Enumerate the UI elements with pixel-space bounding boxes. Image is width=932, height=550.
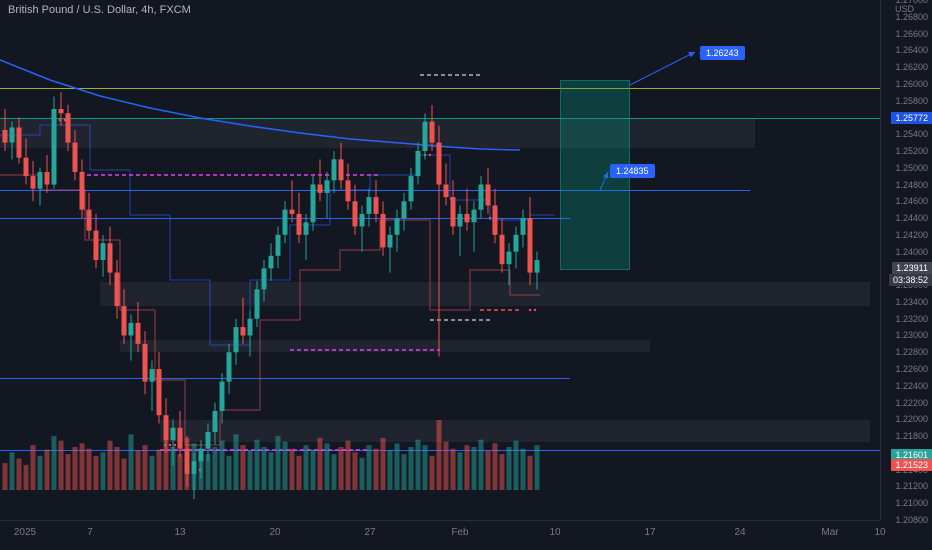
price-axis-label: 1.26800	[895, 12, 928, 22]
price-tag: 1.23911	[892, 262, 932, 274]
price-axis-label: 1.23400	[895, 297, 928, 307]
price-axis-label: 1.26600	[895, 29, 928, 39]
price-axis-label: 1.23200	[895, 314, 928, 324]
price-axis-label: 1.21800	[895, 431, 928, 441]
price-axis-label: 1.25400	[895, 129, 928, 139]
price-axis-label: 1.24200	[895, 230, 928, 240]
time-axis: 20257132027Feb101724Mar10	[0, 520, 880, 550]
price-axis-label: 1.22000	[895, 414, 928, 424]
price-tag: 1.21523	[891, 459, 932, 471]
chart-container[interactable]: British Pound / U.S. Dollar, 4h, FXCM 1.…	[0, 0, 932, 550]
price-tag: 03:38:52	[889, 274, 932, 286]
time-axis-label: Feb	[451, 527, 468, 538]
time-axis-label: 10	[874, 527, 885, 538]
price-axis-label: 1.22800	[895, 347, 928, 357]
price-callout: 1.26243	[700, 46, 745, 60]
price-tag: 1.25772	[891, 112, 932, 124]
plot-area[interactable]: 1.26243 1.24835	[0, 0, 880, 520]
price-axis: USD 1.270001.268001.266001.264001.262001…	[880, 0, 932, 520]
price-axis-label: 1.24600	[895, 196, 928, 206]
price-axis-label: 1.23000	[895, 330, 928, 340]
time-axis-label: 10	[549, 527, 560, 538]
time-axis-label: 7	[87, 527, 93, 538]
time-axis-label: Mar	[821, 527, 838, 538]
time-axis-label: 24	[734, 527, 745, 538]
price-axis-label: 1.22600	[895, 364, 928, 374]
time-axis-label: 17	[644, 527, 655, 538]
price-axis-label: 1.24800	[895, 180, 928, 190]
price-axis-label: 1.22200	[895, 398, 928, 408]
price-axis-label: 1.25200	[895, 146, 928, 156]
price-axis-label: 1.20800	[895, 515, 928, 525]
time-axis-label: 27	[364, 527, 375, 538]
price-axis-label: 1.27000	[895, 0, 928, 5]
price-callout: 1.24835	[610, 164, 655, 178]
time-axis-label: 20	[269, 527, 280, 538]
price-axis-label: 1.26200	[895, 62, 928, 72]
price-axis-label: 1.25000	[895, 163, 928, 173]
price-axis-label: 1.25800	[895, 96, 928, 106]
price-axis-label: 1.26400	[895, 45, 928, 55]
price-axis-label: 1.26000	[895, 79, 928, 89]
time-axis-label: 2025	[14, 527, 36, 538]
price-axis-label: 1.24000	[895, 247, 928, 257]
price-axis-label: 1.24400	[895, 213, 928, 223]
price-axis-label: 1.21200	[895, 481, 928, 491]
price-axis-label: 1.21000	[895, 498, 928, 508]
chart-title: British Pound / U.S. Dollar, 4h, FXCM	[8, 4, 191, 16]
time-axis-label: 13	[174, 527, 185, 538]
price-axis-label: 1.22400	[895, 381, 928, 391]
